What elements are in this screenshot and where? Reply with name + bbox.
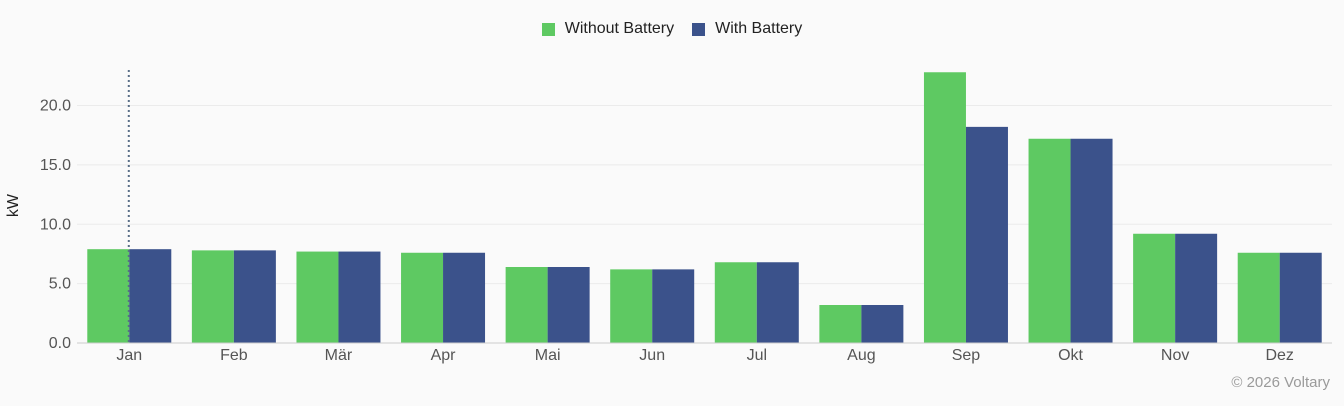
bar-without-battery[interactable] bbox=[505, 267, 548, 343]
legend-label: With Battery bbox=[715, 20, 803, 37]
bar-without-battery[interactable] bbox=[1133, 233, 1176, 343]
bar-without-battery[interactable] bbox=[714, 262, 757, 343]
x-tick-label: Feb bbox=[220, 347, 248, 364]
bar-with-battery[interactable] bbox=[547, 267, 590, 343]
bar-with-battery[interactable] bbox=[1175, 233, 1218, 343]
legend-swatch bbox=[541, 22, 555, 36]
bar-with-battery[interactable] bbox=[233, 250, 276, 343]
y-tick-label: 20.0 bbox=[40, 98, 71, 115]
y-tick-label: 5.0 bbox=[49, 276, 71, 293]
bar-without-battery[interactable] bbox=[819, 305, 862, 343]
bar-without-battery[interactable] bbox=[296, 251, 339, 343]
x-tick-label: Apr bbox=[431, 347, 457, 364]
x-tick-label: Mär bbox=[325, 347, 353, 364]
bar-with-battery[interactable] bbox=[443, 252, 486, 343]
x-tick-label: Okt bbox=[1058, 347, 1083, 364]
x-tick-label: Sep bbox=[952, 347, 981, 364]
bar-with-battery[interactable] bbox=[965, 126, 1008, 343]
bar-without-battery[interactable] bbox=[610, 269, 653, 343]
bar-with-battery[interactable] bbox=[129, 249, 172, 343]
bars-layer bbox=[87, 72, 1322, 343]
y-tick-label: 0.0 bbox=[49, 335, 71, 352]
x-tick-label: Aug bbox=[847, 347, 875, 364]
x-tick-label: Jun bbox=[639, 347, 665, 364]
bar-without-battery[interactable] bbox=[87, 249, 130, 343]
copyright-text: © 2026 Voltary bbox=[1231, 374, 1330, 391]
bar-with-battery[interactable] bbox=[756, 262, 799, 343]
x-tick-label: Mai bbox=[535, 347, 561, 364]
legend-item-without-battery[interactable]: Without Battery bbox=[541, 20, 675, 38]
axis-layer: 0.0 5.0 10.0 15.0 20.0 Jan Feb Mär Apr Mai Jun Jul A… bbox=[5, 70, 1332, 364]
bar-with-battery[interactable] bbox=[1279, 252, 1322, 343]
x-tick-label: Jan bbox=[116, 347, 142, 364]
legend-label: Without Battery bbox=[564, 20, 675, 37]
legend-swatch bbox=[692, 22, 706, 36]
bar-with-battery[interactable] bbox=[338, 251, 381, 343]
bar-without-battery[interactable] bbox=[1237, 252, 1280, 343]
y-axis-label: kW bbox=[5, 193, 22, 217]
bar-with-battery[interactable] bbox=[652, 269, 695, 343]
x-tick-label: Jul bbox=[747, 347, 767, 364]
x-tick-label: Nov bbox=[1161, 347, 1189, 364]
bar-with-battery[interactable] bbox=[1070, 138, 1113, 343]
x-tick-label: Dez bbox=[1265, 347, 1293, 364]
bar-without-battery[interactable] bbox=[191, 250, 234, 343]
legend: Without Battery With Battery bbox=[0, 20, 1344, 38]
bar-with-battery[interactable] bbox=[861, 305, 904, 343]
y-tick-label: 15.0 bbox=[40, 157, 71, 174]
bar-without-battery[interactable] bbox=[1028, 138, 1071, 343]
bar-without-battery[interactable] bbox=[401, 252, 444, 343]
legend-item-with-battery[interactable]: With Battery bbox=[692, 20, 802, 38]
y-tick-label: 10.0 bbox=[40, 216, 71, 233]
bar-without-battery[interactable] bbox=[923, 72, 966, 343]
